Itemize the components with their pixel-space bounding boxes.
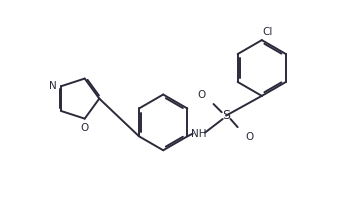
Text: O: O bbox=[81, 123, 89, 133]
Text: S: S bbox=[222, 109, 230, 122]
Text: O: O bbox=[198, 90, 206, 100]
Text: NH: NH bbox=[191, 129, 207, 139]
Text: O: O bbox=[245, 131, 254, 142]
Text: Cl: Cl bbox=[262, 27, 273, 37]
Text: N: N bbox=[49, 81, 57, 91]
